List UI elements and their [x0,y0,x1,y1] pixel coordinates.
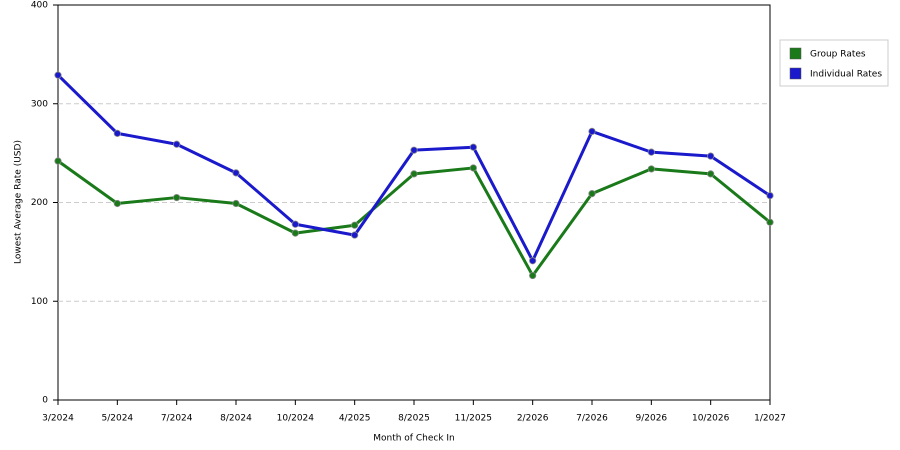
data-point [410,170,418,178]
data-point [647,165,655,173]
x-tick-label: 9/2026 [635,414,667,424]
legend-swatch [789,47,802,60]
data-point [54,71,62,79]
x-tick-label: 4/2025 [339,414,371,424]
data-point [351,221,359,229]
data-point [766,191,774,200]
data-point [707,152,715,160]
data-point [588,190,596,198]
x-tick-label: 7/2026 [576,414,608,424]
x-tick-label: 10/2024 [277,414,315,424]
y-axis-title: Lowest Average Rate (USD) [14,140,24,264]
data-point [529,257,537,265]
data-point [291,220,299,228]
data-point [469,143,477,151]
data-point [647,148,655,156]
x-axis-title: Month of Check In [373,434,455,444]
y-tick-label: 400 [31,1,48,11]
x-tick-label: 3/2024 [42,414,74,424]
data-point [54,157,62,165]
x-tick-label: 5/2024 [101,414,133,424]
x-tick-label: 10/2026 [692,414,730,424]
data-point [351,231,359,239]
x-tick-label: 8/2025 [398,414,430,424]
legend-label: Group Rates [810,50,866,60]
y-tick-label: 300 [31,99,48,109]
y-tick-label: 0 [42,396,48,406]
data-point [173,193,181,202]
y-tick-label: 200 [31,198,48,208]
series-line [57,159,771,278]
x-tick-label: 11/2025 [455,414,492,424]
x-tick-label: 1/2027 [754,414,786,424]
data-point [291,229,299,237]
data-point [232,199,240,208]
legend-label: Individual Rates [810,70,882,80]
y-tick-label: 100 [31,297,48,307]
data-point [469,164,477,172]
series-line [56,74,771,263]
data-point [410,146,418,154]
data-point [529,271,537,280]
data-point [588,127,596,135]
data-point [766,218,774,226]
data-point [707,170,715,178]
x-tick-label: 8/2024 [220,414,252,424]
x-tick-label: 2/2026 [517,414,549,424]
data-point [113,199,121,208]
legend-swatch [789,67,802,80]
x-tick-label: 7/2024 [161,414,193,424]
data-point [173,140,181,148]
data-point [232,169,240,177]
data-point [113,129,121,137]
